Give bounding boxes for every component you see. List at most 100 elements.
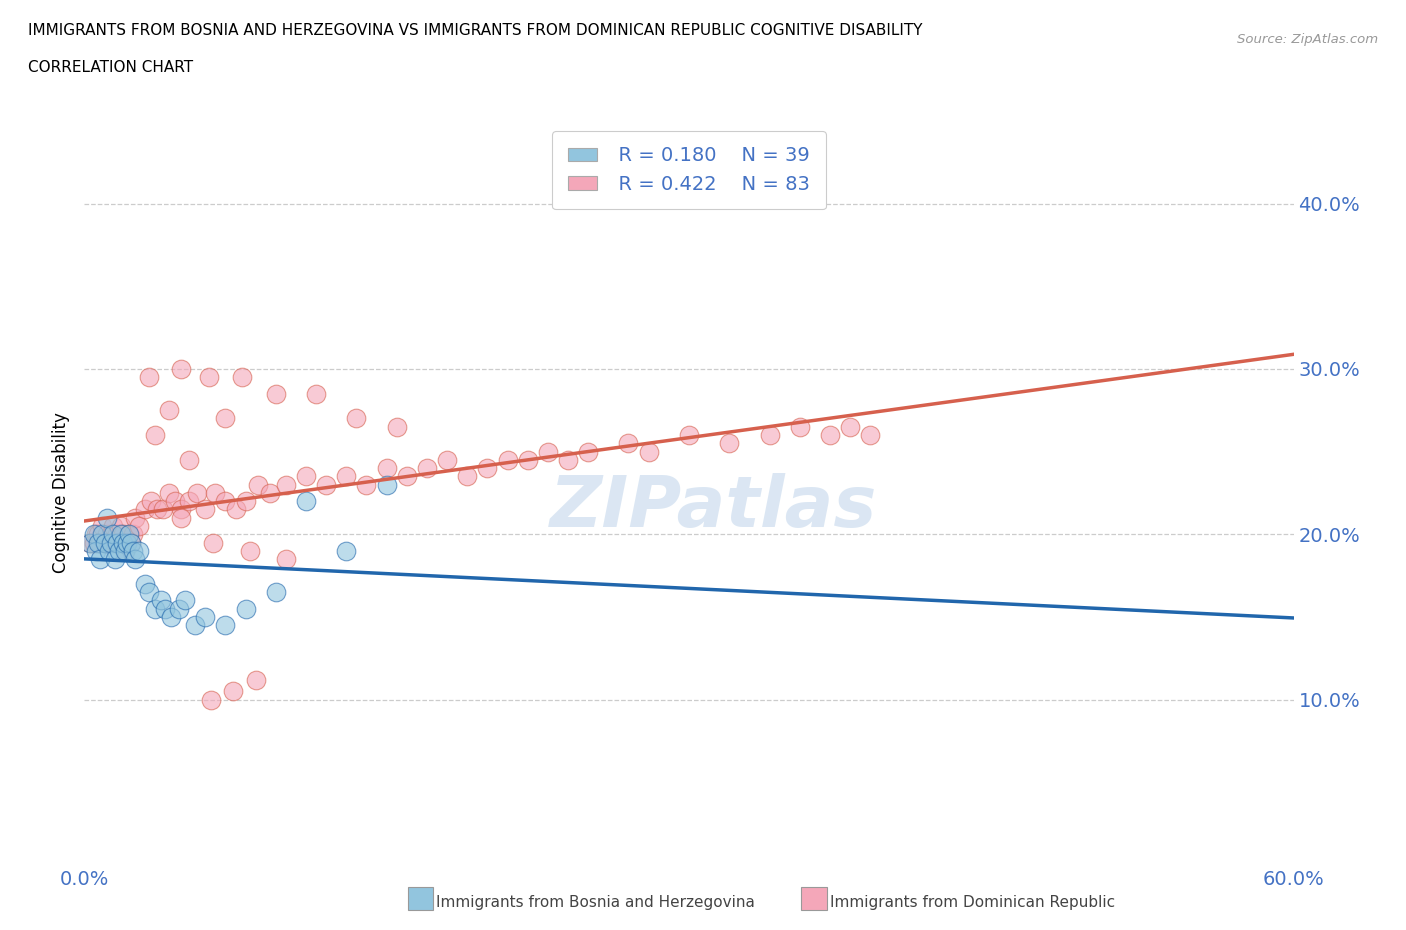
Point: [111, 526, 134, 541]
Point: [100, 526, 122, 541]
Point: [89, 551, 111, 566]
Point: [160, 609, 183, 624]
Point: [356, 477, 378, 492]
Point: [134, 502, 156, 517]
Point: [138, 370, 160, 385]
Point: [165, 494, 187, 509]
Point: [104, 551, 127, 566]
Point: [104, 535, 127, 550]
Point: [274, 551, 297, 566]
Point: [436, 452, 458, 467]
Point: [214, 411, 236, 426]
Point: [395, 469, 418, 484]
Point: [315, 477, 337, 492]
Point: [678, 428, 700, 443]
Point: [194, 609, 217, 624]
Point: [118, 526, 141, 541]
Point: [214, 494, 236, 509]
Point: [179, 452, 201, 467]
Point: [97, 543, 120, 558]
Point: [96, 511, 118, 525]
Point: [93, 535, 115, 550]
Point: [576, 445, 599, 459]
Point: [264, 585, 287, 600]
Point: [128, 519, 150, 534]
Point: [96, 526, 118, 541]
Point: [149, 593, 172, 608]
Point: [186, 485, 208, 500]
Text: IMMIGRANTS FROM BOSNIA AND HERZEGOVINA VS IMMIGRANTS FROM DOMINICAN REPUBLIC COG: IMMIGRANTS FROM BOSNIA AND HERZEGOVINA V…: [28, 23, 922, 38]
Point: [152, 502, 174, 517]
Point: [859, 428, 882, 443]
Point: [121, 526, 143, 541]
Point: [295, 494, 318, 509]
Point: [194, 502, 217, 517]
Text: ZIPatlas: ZIPatlas: [550, 473, 877, 542]
Point: [170, 502, 193, 517]
Point: [245, 672, 267, 687]
Point: [79, 535, 101, 550]
Point: [557, 452, 579, 467]
Point: [818, 428, 841, 443]
Point: [105, 535, 128, 550]
Point: [110, 519, 132, 534]
Point: [456, 469, 478, 484]
Text: CORRELATION CHART: CORRELATION CHART: [28, 60, 193, 75]
Point: [87, 526, 110, 541]
Point: [385, 419, 408, 434]
Point: [100, 535, 122, 550]
Point: [146, 502, 169, 517]
Point: [115, 535, 138, 550]
Point: [179, 494, 201, 509]
Point: [91, 519, 114, 534]
Point: [231, 370, 253, 385]
Point: [789, 419, 811, 434]
Point: [718, 436, 741, 451]
Point: [758, 428, 780, 443]
Point: [225, 502, 247, 517]
Point: [143, 428, 166, 443]
Point: [91, 526, 114, 541]
Point: [86, 543, 108, 558]
Point: [198, 370, 221, 385]
Point: [239, 543, 262, 558]
Point: [174, 593, 197, 608]
Point: [305, 386, 328, 401]
Y-axis label: Cognitive Disability: Cognitive Disability: [52, 413, 70, 573]
Point: [105, 526, 128, 541]
Point: [89, 535, 111, 550]
Point: [170, 511, 193, 525]
Point: [839, 419, 862, 434]
Point: [200, 692, 222, 707]
Point: [375, 477, 398, 492]
Point: [274, 477, 297, 492]
Point: [516, 452, 538, 467]
Point: [537, 445, 560, 459]
Text: Immigrants from Bosnia and Herzegovina: Immigrants from Bosnia and Herzegovina: [436, 895, 755, 910]
Point: [124, 551, 146, 566]
Point: [114, 543, 136, 558]
Point: [202, 535, 225, 550]
Text: Source: ZipAtlas.com: Source: ZipAtlas.com: [1237, 33, 1378, 46]
Point: [86, 526, 108, 541]
Point: [79, 535, 101, 550]
Point: [143, 601, 166, 616]
Point: [157, 403, 180, 418]
Point: [138, 585, 160, 600]
Point: [107, 543, 129, 558]
Point: [617, 436, 640, 451]
Point: [204, 485, 226, 500]
Point: [637, 445, 659, 459]
Point: [346, 411, 368, 426]
Point: [477, 460, 499, 475]
Point: [214, 618, 236, 632]
Point: [107, 535, 129, 550]
Point: [153, 601, 176, 616]
Point: [416, 460, 439, 475]
Text: Immigrants from Dominican Republic: Immigrants from Dominican Republic: [830, 895, 1115, 910]
Point: [120, 535, 142, 550]
Point: [83, 535, 105, 550]
Point: [93, 535, 115, 550]
Point: [121, 543, 143, 558]
Point: [295, 469, 318, 484]
